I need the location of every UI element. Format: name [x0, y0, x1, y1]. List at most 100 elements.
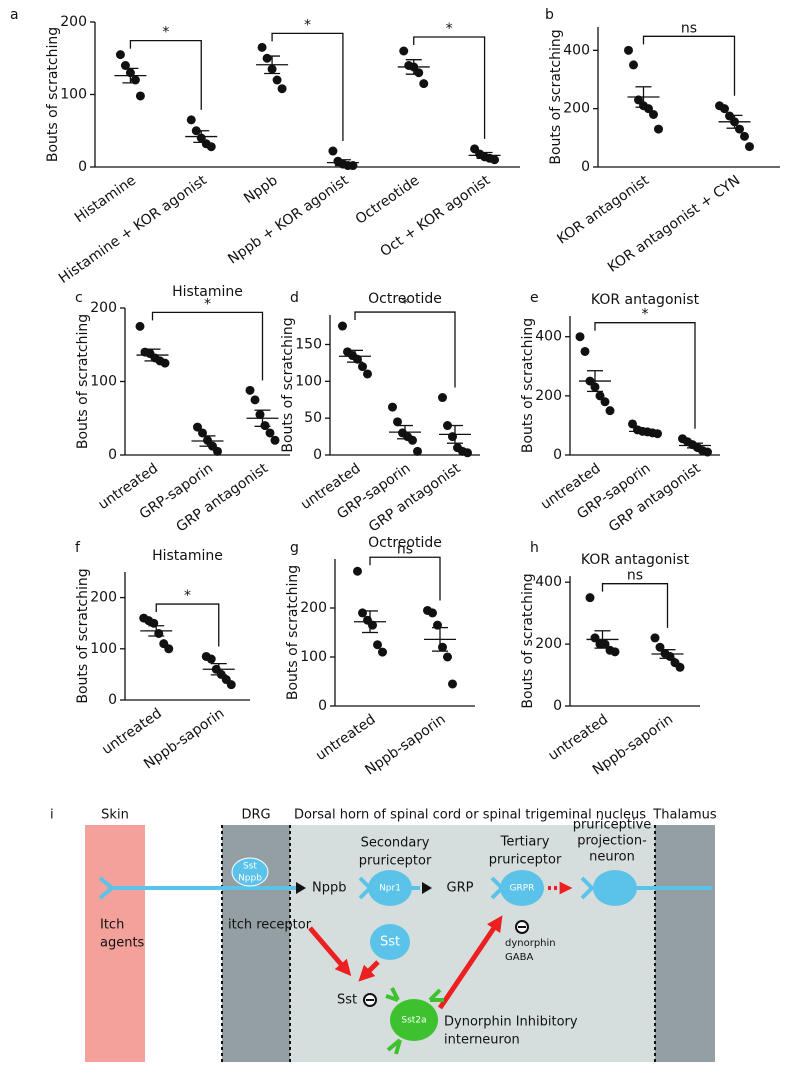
data-point [629, 60, 638, 70]
data-point [585, 593, 595, 603]
data-point [358, 608, 367, 618]
neuron-label: neuron [589, 850, 635, 865]
data-point [373, 640, 382, 650]
y-tick-label: 0 [553, 698, 562, 714]
panel-label: f [75, 540, 81, 556]
y-tick-label: 200 [90, 300, 117, 316]
data-point [610, 647, 620, 657]
red-arrow [308, 926, 352, 977]
y-tick-label: 100 [60, 87, 87, 103]
y-tick-label: 0 [108, 692, 117, 708]
significance-bracket [642, 35, 736, 96]
data-point [595, 391, 605, 401]
interneuron-label: Dynorphin Inhibitory [444, 1015, 578, 1030]
y-tick-label: 200 [535, 388, 562, 404]
data-point [443, 652, 452, 662]
x-tick-label: Histamine [72, 172, 139, 226]
data-point [605, 406, 615, 416]
chart-title: Histamine [152, 548, 223, 564]
significance-label: * [184, 588, 191, 604]
y-tick-label: 0 [313, 447, 322, 463]
y-tick-label: 200 [563, 101, 590, 117]
y-tick-label: 200 [300, 600, 327, 616]
data-point [463, 448, 472, 458]
region-label: Dorsal horn of spinal cord or spinal tri… [294, 808, 646, 823]
significance-bracket [354, 311, 456, 388]
data-point [378, 647, 387, 657]
data-point [115, 50, 125, 60]
significance-bracket [151, 311, 264, 381]
y-tick-label: 100 [90, 374, 117, 390]
data-point [257, 42, 267, 52]
x-tick-label: untreated [313, 711, 379, 764]
x-tick-label: Nppb [241, 172, 281, 206]
chart-title: KOR antagonist [581, 552, 690, 568]
y-axis-label: Bouts of scratching [75, 568, 91, 703]
significance-label: * [446, 21, 453, 37]
y-axis-label: Bouts of scratching [285, 565, 301, 700]
data-point [703, 447, 712, 457]
y-tick-label: 100 [300, 649, 327, 665]
data-point [408, 435, 417, 445]
neuron-label: projection- [577, 834, 647, 849]
data-point [624, 45, 633, 55]
data-point [735, 124, 744, 134]
cell-label: GRPR [510, 884, 535, 894]
cell-label: Nppb [238, 874, 262, 884]
data-point [193, 422, 202, 432]
x-tick-label: GRP antagonist [173, 460, 271, 535]
arrowhead [422, 882, 432, 894]
data-point [399, 46, 409, 56]
data-point [628, 419, 637, 429]
projection-cell [593, 870, 637, 906]
significance-label: * [642, 307, 649, 323]
significance-bracket [129, 39, 202, 110]
y-tick-label: 0 [581, 159, 590, 175]
itch-receptor: itch receptor [228, 918, 312, 933]
data-point [419, 79, 429, 89]
cell-label: Sst [243, 862, 257, 872]
sst-cell [370, 924, 410, 960]
y-tick-label: 200 [90, 590, 117, 606]
data-point [348, 161, 358, 171]
panel-label: g [290, 540, 299, 556]
y-axis-label: Bouts of scratching [75, 314, 91, 449]
y-axis-label: Bouts of scratching [280, 317, 296, 452]
gaba-label: GABA [505, 952, 533, 963]
neuron-label: Secondary [361, 836, 430, 851]
significance-label: ns [627, 568, 643, 584]
data-point [644, 104, 653, 114]
significance-bracket [271, 32, 344, 142]
x-tick-label: KOR antagonist [554, 172, 652, 247]
y-tick-label: 0 [108, 447, 117, 463]
panel-label: c [75, 290, 83, 306]
y-tick-label: 100 [90, 641, 117, 657]
chart-title: KOR antagonist [591, 292, 700, 308]
y-tick-label: 0 [553, 447, 562, 463]
data-point [650, 633, 660, 643]
data-point [675, 662, 685, 672]
data-point [198, 428, 207, 438]
data-point [358, 362, 367, 372]
data-point [590, 633, 600, 643]
data-point [135, 321, 145, 331]
y-tick-label: 0 [318, 698, 327, 714]
data-point [135, 91, 145, 101]
data-point [277, 84, 287, 94]
dendrites [385, 987, 444, 1055]
y-axis-label: Bouts of scratching [548, 29, 564, 164]
y-tick-label: 0 [78, 159, 87, 175]
itch-agents: agents [100, 936, 145, 951]
data-point [393, 417, 402, 427]
data-point [338, 321, 347, 331]
significance-label: * [402, 296, 409, 312]
thalamus-region [655, 825, 715, 1062]
y-tick-label: 50 [304, 410, 322, 426]
data-point [745, 142, 754, 152]
x-tick-label: Octreotide [353, 172, 423, 227]
panel-label: e [530, 290, 539, 306]
data-point [272, 75, 282, 85]
y-axis-label: Bouts of scratching [520, 573, 536, 708]
data-point [388, 402, 397, 412]
cell-label: Npr1 [379, 884, 401, 894]
